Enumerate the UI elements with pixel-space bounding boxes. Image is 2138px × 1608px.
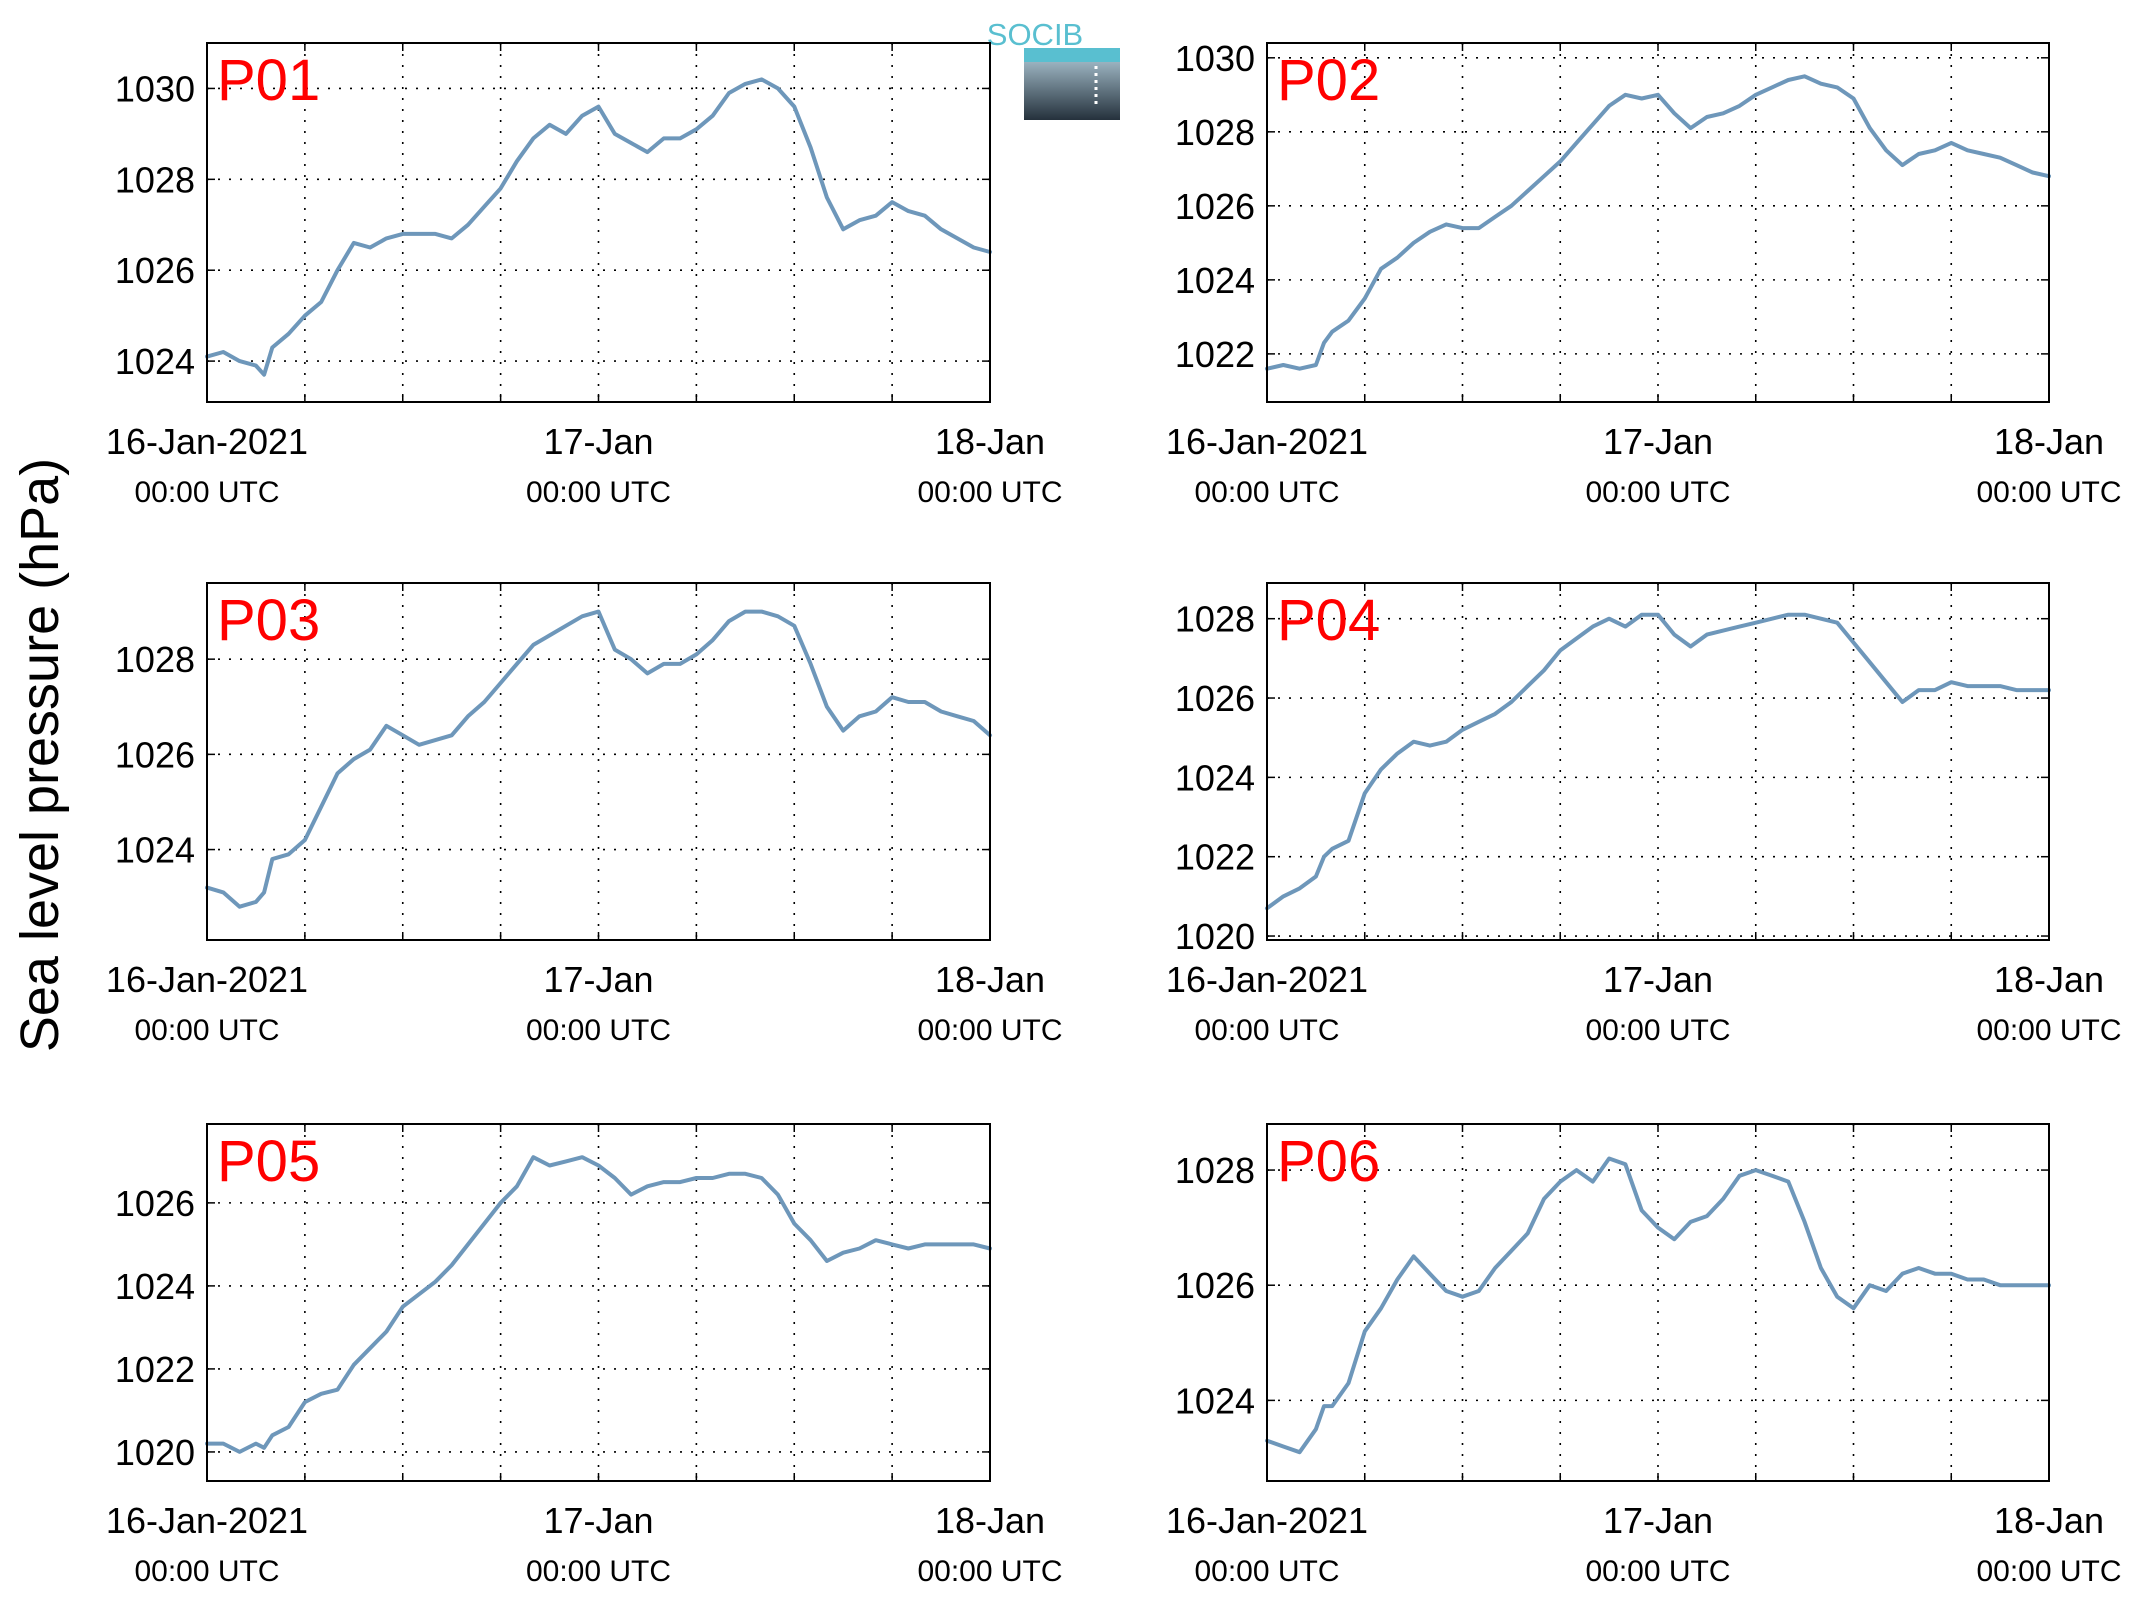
y-tick-label: 1028 — [1175, 599, 1255, 640]
x-tick-label: 17-Jan — [1603, 959, 1713, 1000]
plot-area — [1267, 43, 2049, 402]
chart-panel-p04: 1020 1022 1024 1026 1028 16-Jan-2021 00:00 UTC… — [1166, 582, 2122, 1047]
x-tick-sublabel: 00:00 UTC — [1194, 1014, 1339, 1047]
y-tick-label: 1026 — [1175, 678, 1255, 719]
x-tick-label: 18-Jan — [935, 421, 1045, 462]
x-tick-sublabel: 00:00 UTC — [526, 1014, 671, 1047]
y-tick-label: 1026 — [115, 734, 195, 775]
y-tick-label: 1024 — [1175, 260, 1255, 301]
x-tick-sublabel: 00:00 UTC — [1976, 1014, 2121, 1047]
x-tick-label: 18-Jan — [935, 1500, 1045, 1541]
y-tick-label: 1026 — [115, 1183, 195, 1224]
axes-frame — [206, 42, 991, 403]
x-tick-label: 17-Jan — [543, 959, 653, 1000]
y-tick-label: 1020 — [115, 1432, 195, 1473]
x-tick-sublabel: 00:00 UTC — [1976, 1555, 2121, 1588]
socib-logo: SOCIB — [987, 17, 1120, 120]
y-tick-label: 1030 — [1175, 38, 1255, 79]
x-tick-label: 17-Jan — [1603, 1500, 1713, 1541]
x-tick-label: 18-Jan — [935, 959, 1045, 1000]
x-tick-label: 16-Jan-2021 — [106, 959, 308, 1000]
plot-area — [207, 583, 990, 940]
x-tick-label: 18-Jan — [1994, 421, 2104, 462]
axes-frame — [1266, 582, 2050, 941]
socib-logo-block — [1024, 62, 1120, 120]
chart-panel-p06: 1024 1026 1028 16-Jan-2021 00:00 UTC 17-Jan 00… — [1166, 1123, 2122, 1588]
x-tick-label: 17-Jan — [543, 1500, 653, 1541]
x-tick-sublabel: 00:00 UTC — [526, 1555, 671, 1588]
pressure-series-line — [1265, 612, 2051, 911]
axes-frame — [1266, 1123, 2050, 1482]
x-tick-label: 16-Jan-2021 — [1166, 959, 1368, 1000]
x-tick-label: 16-Jan-2021 — [106, 1500, 308, 1541]
x-tick-sublabel: 00:00 UTC — [1194, 1555, 1339, 1588]
panel-label: P04 — [1277, 588, 1380, 653]
y-tick-label: 1024 — [1175, 757, 1255, 798]
x-tick-sublabel: 00:00 UTC — [917, 1014, 1062, 1047]
y-tick-label: 1020 — [1175, 916, 1255, 957]
panel-label: P05 — [217, 1129, 320, 1194]
socib-logo-text: SOCIB — [987, 17, 1083, 52]
y-tick-label: 1024 — [115, 830, 195, 871]
pressure-series-line — [1265, 1156, 2051, 1455]
x-tick-sublabel: 00:00 UTC — [1976, 476, 2121, 509]
y-tick-label: 1022 — [1175, 837, 1255, 878]
x-tick-label: 16-Jan-2021 — [1166, 421, 1368, 462]
plot-area — [1267, 583, 2049, 940]
x-tick-sublabel: 00:00 UTC — [526, 476, 671, 509]
x-tick-sublabel: 00:00 UTC — [134, 1555, 279, 1588]
chart-panel-p02: 1022 1024 1026 1028 1030 16-Jan-2021 00:00 UTC… — [1166, 38, 2122, 509]
x-tick-label: 17-Jan — [1603, 421, 1713, 462]
y-tick-label: 1024 — [1175, 1380, 1255, 1421]
chart-panel-p01: 1024 1026 1028 1030 16-Jan-2021 00:00 UTC 17-J… — [106, 42, 1063, 509]
x-tick-sublabel: 00:00 UTC — [1585, 476, 1730, 509]
x-tick-sublabel: 00:00 UTC — [917, 476, 1062, 509]
y-tick-label: 1028 — [1175, 112, 1255, 153]
pressure-series-line — [205, 77, 992, 377]
y-tick-label: 1022 — [1175, 334, 1255, 375]
pressure-series-line — [1265, 74, 2051, 371]
y-tick-label: 1024 — [115, 341, 195, 382]
x-tick-label: 16-Jan-2021 — [106, 421, 308, 462]
y-tick-label: 1028 — [115, 159, 195, 200]
y-tick-label: 1026 — [1175, 1265, 1255, 1306]
axes-frame — [206, 1123, 991, 1482]
y-tick-label: 1030 — [115, 68, 195, 109]
y-tick-label: 1028 — [1175, 1150, 1255, 1191]
pressure-series-line — [205, 1155, 992, 1454]
chart-panel-p03: 1024 1026 1028 16-Jan-2021 00:00 UTC 17-Jan 00… — [106, 582, 1063, 1047]
x-tick-label: 18-Jan — [1994, 1500, 2104, 1541]
x-tick-sublabel: 00:00 UTC — [134, 476, 279, 509]
x-tick-sublabel: 00:00 UTC — [134, 1014, 279, 1047]
x-tick-sublabel: 00:00 UTC — [1585, 1555, 1730, 1588]
y-tick-label: 1024 — [115, 1266, 195, 1307]
x-tick-label: 18-Jan — [1994, 959, 2104, 1000]
x-tick-label: 16-Jan-2021 — [1166, 1500, 1368, 1541]
y-tick-label: 1022 — [115, 1349, 195, 1390]
panel-label: P06 — [1277, 1129, 1380, 1194]
axes-frame — [1266, 42, 2050, 403]
x-tick-sublabel: 00:00 UTC — [1585, 1014, 1730, 1047]
socib-logo-wave — [1024, 48, 1120, 62]
y-axis-label: Sea level pressure (hPa) — [10, 458, 70, 1052]
x-tick-sublabel: 00:00 UTC — [917, 1555, 1062, 1588]
panel-label: P03 — [217, 588, 320, 653]
axes-frame — [206, 582, 991, 941]
plot-area — [207, 43, 990, 402]
x-tick-sublabel: 00:00 UTC — [1194, 476, 1339, 509]
panel-label: P01 — [217, 48, 320, 113]
y-tick-label: 1026 — [1175, 186, 1255, 227]
pressure-series-line — [205, 609, 992, 909]
y-tick-label: 1028 — [115, 639, 195, 680]
panel-label: P02 — [1277, 48, 1380, 113]
plot-area — [207, 1124, 990, 1481]
chart-panel-p05: 1020 1022 1024 1026 16-Jan-2021 00:00 UTC 17-J… — [106, 1123, 1063, 1588]
y-tick-label: 1026 — [115, 250, 195, 291]
x-tick-label: 17-Jan — [543, 421, 653, 462]
